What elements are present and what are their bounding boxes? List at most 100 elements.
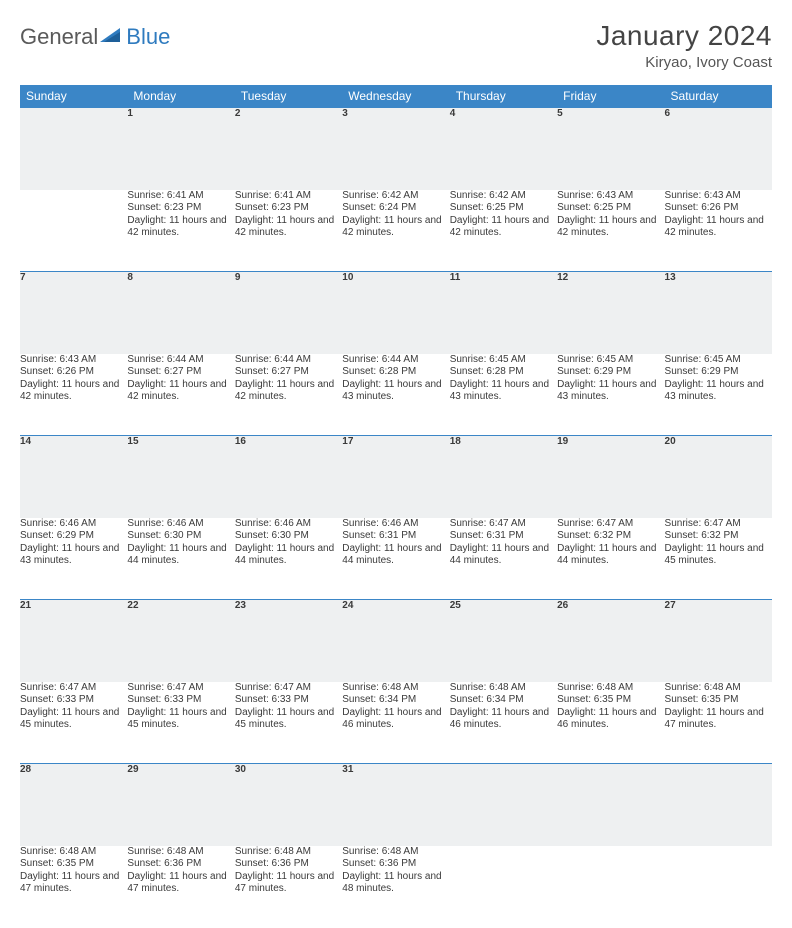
day-info-cell: Sunrise: 6:46 AMSunset: 6:29 PMDaylight:… bbox=[20, 518, 127, 600]
sunrise-line: Sunrise: 6:44 AM bbox=[127, 354, 234, 367]
sunset-line: Sunset: 6:35 PM bbox=[665, 694, 772, 707]
day-info-cell: Sunrise: 6:47 AMSunset: 6:32 PMDaylight:… bbox=[665, 518, 772, 600]
day-info-cell: Sunrise: 6:48 AMSunset: 6:35 PMDaylight:… bbox=[20, 846, 127, 928]
day-number-cell bbox=[665, 764, 772, 846]
daylight-line: Daylight: 11 hours and 44 minutes. bbox=[450, 543, 557, 568]
day-number-cell: 7 bbox=[20, 272, 127, 354]
day-number-cell: 14 bbox=[20, 436, 127, 518]
day-info-cell: Sunrise: 6:48 AMSunset: 6:34 PMDaylight:… bbox=[450, 682, 557, 764]
daylight-line: Daylight: 11 hours and 45 minutes. bbox=[235, 707, 342, 732]
day-info-cell bbox=[20, 190, 127, 272]
daylight-line: Daylight: 11 hours and 42 minutes. bbox=[127, 379, 234, 404]
sunrise-line: Sunrise: 6:44 AM bbox=[235, 354, 342, 367]
daynum-row: 14151617181920 bbox=[20, 436, 772, 518]
day-number-cell: 13 bbox=[665, 272, 772, 354]
day-number-cell: 4 bbox=[450, 108, 557, 190]
sunrise-line: Sunrise: 6:47 AM bbox=[235, 682, 342, 695]
day-info-cell: Sunrise: 6:43 AMSunset: 6:25 PMDaylight:… bbox=[557, 190, 664, 272]
sunrise-line: Sunrise: 6:48 AM bbox=[342, 846, 449, 859]
weekday-header-row: Sunday Monday Tuesday Wednesday Thursday… bbox=[20, 85, 772, 108]
sunrise-line: Sunrise: 6:45 AM bbox=[665, 354, 772, 367]
daylight-line: Daylight: 11 hours and 44 minutes. bbox=[127, 543, 234, 568]
sunset-line: Sunset: 6:31 PM bbox=[450, 530, 557, 543]
day-number-cell: 6 bbox=[665, 108, 772, 190]
day-info-cell: Sunrise: 6:46 AMSunset: 6:31 PMDaylight:… bbox=[342, 518, 449, 600]
sunset-line: Sunset: 6:25 PM bbox=[557, 202, 664, 215]
daylight-line: Daylight: 11 hours and 42 minutes. bbox=[127, 215, 234, 240]
day-number-cell: 10 bbox=[342, 272, 449, 354]
day-number-cell: 17 bbox=[342, 436, 449, 518]
info-row: Sunrise: 6:47 AMSunset: 6:33 PMDaylight:… bbox=[20, 682, 772, 764]
day-info-cell: Sunrise: 6:41 AMSunset: 6:23 PMDaylight:… bbox=[235, 190, 342, 272]
daylight-line: Daylight: 11 hours and 45 minutes. bbox=[20, 707, 127, 732]
day-info-cell: Sunrise: 6:48 AMSunset: 6:34 PMDaylight:… bbox=[342, 682, 449, 764]
sunrise-line: Sunrise: 6:48 AM bbox=[127, 846, 234, 859]
sunset-line: Sunset: 6:23 PM bbox=[127, 202, 234, 215]
sunrise-line: Sunrise: 6:44 AM bbox=[342, 354, 449, 367]
sunrise-line: Sunrise: 6:43 AM bbox=[665, 190, 772, 203]
daylight-line: Daylight: 11 hours and 42 minutes. bbox=[20, 379, 127, 404]
sunset-line: Sunset: 6:29 PM bbox=[20, 530, 127, 543]
sunset-line: Sunset: 6:31 PM bbox=[342, 530, 449, 543]
sunset-line: Sunset: 6:30 PM bbox=[127, 530, 234, 543]
daylight-line: Daylight: 11 hours and 43 minutes. bbox=[342, 379, 449, 404]
day-info-cell: Sunrise: 6:41 AMSunset: 6:23 PMDaylight:… bbox=[127, 190, 234, 272]
day-number-cell: 28 bbox=[20, 764, 127, 846]
col-monday: Monday bbox=[127, 85, 234, 108]
sunrise-line: Sunrise: 6:47 AM bbox=[450, 518, 557, 531]
day-number-cell: 16 bbox=[235, 436, 342, 518]
sunset-line: Sunset: 6:27 PM bbox=[127, 366, 234, 379]
daylight-line: Daylight: 11 hours and 46 minutes. bbox=[450, 707, 557, 732]
day-number-cell: 30 bbox=[235, 764, 342, 846]
sunset-line: Sunset: 6:35 PM bbox=[20, 858, 127, 871]
daylight-line: Daylight: 11 hours and 47 minutes. bbox=[235, 871, 342, 896]
day-info-cell: Sunrise: 6:47 AMSunset: 6:33 PMDaylight:… bbox=[20, 682, 127, 764]
sunset-line: Sunset: 6:36 PM bbox=[127, 858, 234, 871]
daylight-line: Daylight: 11 hours and 42 minutes. bbox=[235, 379, 342, 404]
day-info-cell: Sunrise: 6:46 AMSunset: 6:30 PMDaylight:… bbox=[127, 518, 234, 600]
sunrise-line: Sunrise: 6:46 AM bbox=[127, 518, 234, 531]
brand-triangle-icon bbox=[100, 24, 124, 50]
sunset-line: Sunset: 6:34 PM bbox=[450, 694, 557, 707]
day-number-cell: 3 bbox=[342, 108, 449, 190]
daylight-line: Daylight: 11 hours and 44 minutes. bbox=[557, 543, 664, 568]
day-number-cell: 8 bbox=[127, 272, 234, 354]
daylight-line: Daylight: 11 hours and 47 minutes. bbox=[20, 871, 127, 896]
sunset-line: Sunset: 6:27 PM bbox=[235, 366, 342, 379]
daylight-line: Daylight: 11 hours and 47 minutes. bbox=[127, 871, 234, 896]
sunrise-line: Sunrise: 6:48 AM bbox=[557, 682, 664, 695]
daylight-line: Daylight: 11 hours and 47 minutes. bbox=[665, 707, 772, 732]
day-info-cell: Sunrise: 6:45 AMSunset: 6:29 PMDaylight:… bbox=[665, 354, 772, 436]
sunset-line: Sunset: 6:36 PM bbox=[342, 858, 449, 871]
day-info-cell: Sunrise: 6:43 AMSunset: 6:26 PMDaylight:… bbox=[665, 190, 772, 272]
sunrise-line: Sunrise: 6:41 AM bbox=[127, 190, 234, 203]
brand-part2: Blue bbox=[126, 24, 170, 50]
sunrise-line: Sunrise: 6:46 AM bbox=[20, 518, 127, 531]
info-row: Sunrise: 6:41 AMSunset: 6:23 PMDaylight:… bbox=[20, 190, 772, 272]
sunset-line: Sunset: 6:28 PM bbox=[450, 366, 557, 379]
sunset-line: Sunset: 6:33 PM bbox=[127, 694, 234, 707]
day-info-cell: Sunrise: 6:47 AMSunset: 6:31 PMDaylight:… bbox=[450, 518, 557, 600]
day-info-cell: Sunrise: 6:47 AMSunset: 6:33 PMDaylight:… bbox=[127, 682, 234, 764]
brand-part1: General bbox=[20, 24, 98, 50]
day-info-cell: Sunrise: 6:44 AMSunset: 6:28 PMDaylight:… bbox=[342, 354, 449, 436]
info-row: Sunrise: 6:43 AMSunset: 6:26 PMDaylight:… bbox=[20, 354, 772, 436]
sunset-line: Sunset: 6:29 PM bbox=[557, 366, 664, 379]
daylight-line: Daylight: 11 hours and 46 minutes. bbox=[342, 707, 449, 732]
sunrise-line: Sunrise: 6:48 AM bbox=[665, 682, 772, 695]
day-number-cell: 29 bbox=[127, 764, 234, 846]
header: General Blue January 2024 Kiryao, Ivory … bbox=[20, 20, 772, 71]
col-saturday: Saturday bbox=[665, 85, 772, 108]
day-number-cell: 11 bbox=[450, 272, 557, 354]
daylight-line: Daylight: 11 hours and 42 minutes. bbox=[450, 215, 557, 240]
day-info-cell: Sunrise: 6:48 AMSunset: 6:35 PMDaylight:… bbox=[665, 682, 772, 764]
day-info-cell: Sunrise: 6:48 AMSunset: 6:36 PMDaylight:… bbox=[127, 846, 234, 928]
sunrise-line: Sunrise: 6:42 AM bbox=[342, 190, 449, 203]
sunset-line: Sunset: 6:29 PM bbox=[665, 366, 772, 379]
daylight-line: Daylight: 11 hours and 43 minutes. bbox=[20, 543, 127, 568]
sunrise-line: Sunrise: 6:42 AM bbox=[450, 190, 557, 203]
sunrise-line: Sunrise: 6:48 AM bbox=[450, 682, 557, 695]
day-number-cell: 9 bbox=[235, 272, 342, 354]
sunset-line: Sunset: 6:26 PM bbox=[665, 202, 772, 215]
day-number-cell: 20 bbox=[665, 436, 772, 518]
